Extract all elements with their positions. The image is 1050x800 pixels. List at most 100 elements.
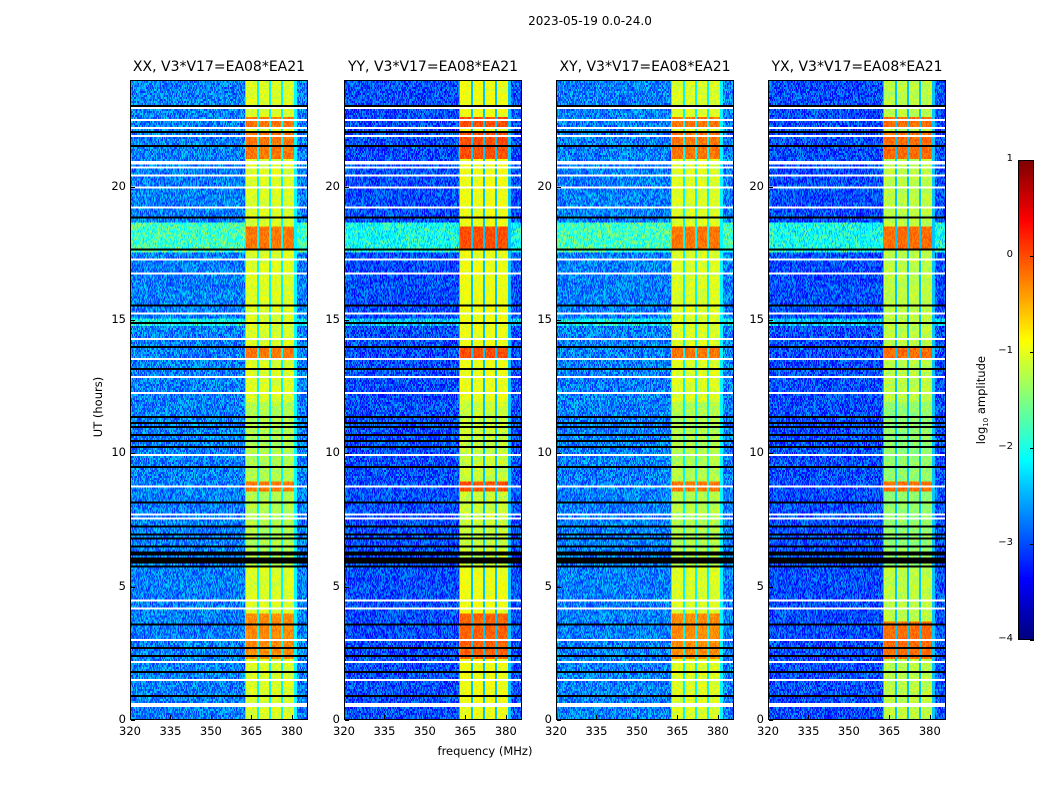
y-tick	[131, 720, 135, 721]
x-tick	[768, 715, 769, 719]
x-tick	[384, 715, 386, 719]
colorbar-gradient	[1019, 161, 1033, 639]
figure-suptitle: 2023-05-19 0.0-24.0	[528, 14, 652, 28]
x-tick	[210, 715, 212, 719]
panel-title-xy: XY, V3*V17=EA08*EA21	[559, 59, 731, 75]
x-tick-label: 365	[454, 724, 477, 738]
y-tick	[131, 186, 135, 188]
colorbar-tick	[1030, 544, 1034, 545]
x-tick	[424, 715, 426, 719]
y-tick	[557, 453, 561, 455]
colorbar-tick-label: −4	[998, 633, 1013, 644]
y-tick-label: 20	[111, 178, 126, 193]
x-tick-label: 380	[494, 724, 517, 738]
y-tick-label: 20	[749, 178, 764, 193]
panel-title-yy: YY, V3*V17=EA08*EA21	[347, 59, 519, 75]
x-tick	[636, 715, 638, 719]
x-tick	[677, 715, 679, 719]
y-tick-label: 10	[537, 445, 552, 460]
colorbar-tick	[1030, 640, 1034, 641]
x-tick	[505, 715, 507, 719]
x-axis-label: frequency (MHz)	[437, 744, 533, 758]
y-tick-label: 10	[111, 445, 126, 460]
y-tick-label: 15	[325, 312, 340, 326]
spectrogram-panel-yx	[768, 80, 946, 720]
panel-title-yx: YX, V3*V17=EA08*EA21	[771, 59, 943, 75]
x-tick-label: 320	[545, 724, 567, 738]
x-tick-label: 365	[666, 724, 689, 738]
y-tick-label: 0	[332, 712, 340, 726]
colorbar-tick-label: −2	[998, 441, 1013, 452]
y-tick-label: 0	[756, 712, 764, 726]
colorbar-label-suffix: amplitude	[973, 356, 988, 418]
y-tick	[557, 186, 561, 188]
y-tick-label: 20	[325, 178, 340, 193]
spectrogram-image-xy	[557, 81, 733, 719]
spectrogram-image-yy	[345, 81, 521, 719]
y-tick-label: 15	[537, 312, 552, 326]
colorbar-label-prefix: log	[973, 426, 988, 445]
x-tick	[130, 715, 131, 719]
y-tick	[769, 586, 773, 588]
x-tick-label: 335	[585, 724, 608, 738]
y-tick	[345, 720, 349, 721]
y-tick-label: 5	[544, 578, 552, 593]
spectrogram-image-yx	[769, 81, 945, 719]
y-tick	[557, 320, 561, 321]
x-tick	[808, 715, 810, 719]
spectrogram-panel-xy	[556, 80, 734, 720]
x-tick	[251, 715, 253, 719]
panel-title-xx: XX, V3*V17=EA08*EA21	[132, 59, 306, 75]
y-tick-label: 5	[332, 578, 340, 593]
colorbar-tick-label: −1	[998, 345, 1013, 356]
colorbar-tick	[1030, 352, 1034, 353]
y-axis-label: UT (hours)	[91, 376, 105, 438]
y-tick-label: 15	[749, 312, 764, 326]
x-tick	[465, 715, 467, 719]
x-tick	[929, 715, 931, 719]
y-tick	[345, 453, 349, 455]
y-tick-label: 5	[118, 578, 126, 593]
x-tick-label: 320	[757, 724, 779, 738]
colorbar-label-sub: 10	[982, 417, 991, 427]
x-tick-label: 335	[373, 724, 396, 738]
x-tick-label: 350	[837, 724, 860, 738]
x-tick-label: 380	[280, 724, 303, 738]
y-tick	[557, 586, 561, 588]
y-tick	[769, 453, 773, 455]
y-tick-label: 5	[756, 578, 764, 593]
colorbar-label: log10 amplitude	[974, 350, 990, 450]
y-tick	[769, 186, 773, 188]
x-tick	[556, 715, 557, 719]
y-tick	[557, 720, 561, 721]
x-tick-label: 380	[918, 724, 941, 738]
y-tick	[345, 320, 349, 321]
x-tick-label: 350	[625, 724, 648, 738]
colorbar-tick	[1030, 448, 1034, 449]
x-tick	[596, 715, 598, 719]
y-tick	[131, 586, 135, 588]
x-tick	[170, 715, 172, 719]
x-tick-label: 350	[199, 724, 222, 738]
x-tick-label: 350	[413, 724, 436, 738]
x-tick	[717, 715, 719, 719]
x-tick-label: 365	[878, 724, 901, 738]
x-tick-label: 335	[797, 724, 820, 738]
x-tick	[344, 715, 345, 719]
y-tick-label: 15	[111, 312, 126, 326]
x-tick-label: 380	[706, 724, 729, 738]
x-tick-label: 320	[333, 724, 355, 738]
x-tick	[291, 715, 293, 719]
x-tick	[848, 715, 850, 719]
y-tick-label: 20	[537, 178, 552, 193]
x-tick-label: 335	[159, 724, 182, 738]
colorbar-tick	[1030, 256, 1034, 257]
y-tick	[769, 720, 773, 721]
spectrogram-image-xx	[131, 81, 307, 719]
colorbar	[1018, 160, 1034, 640]
colorbar-tick-label: 0	[1006, 249, 1013, 260]
spectrogram-panel-yy	[344, 80, 522, 720]
y-tick	[345, 586, 349, 588]
colorbar-tick	[1030, 160, 1034, 161]
y-tick	[769, 320, 773, 321]
